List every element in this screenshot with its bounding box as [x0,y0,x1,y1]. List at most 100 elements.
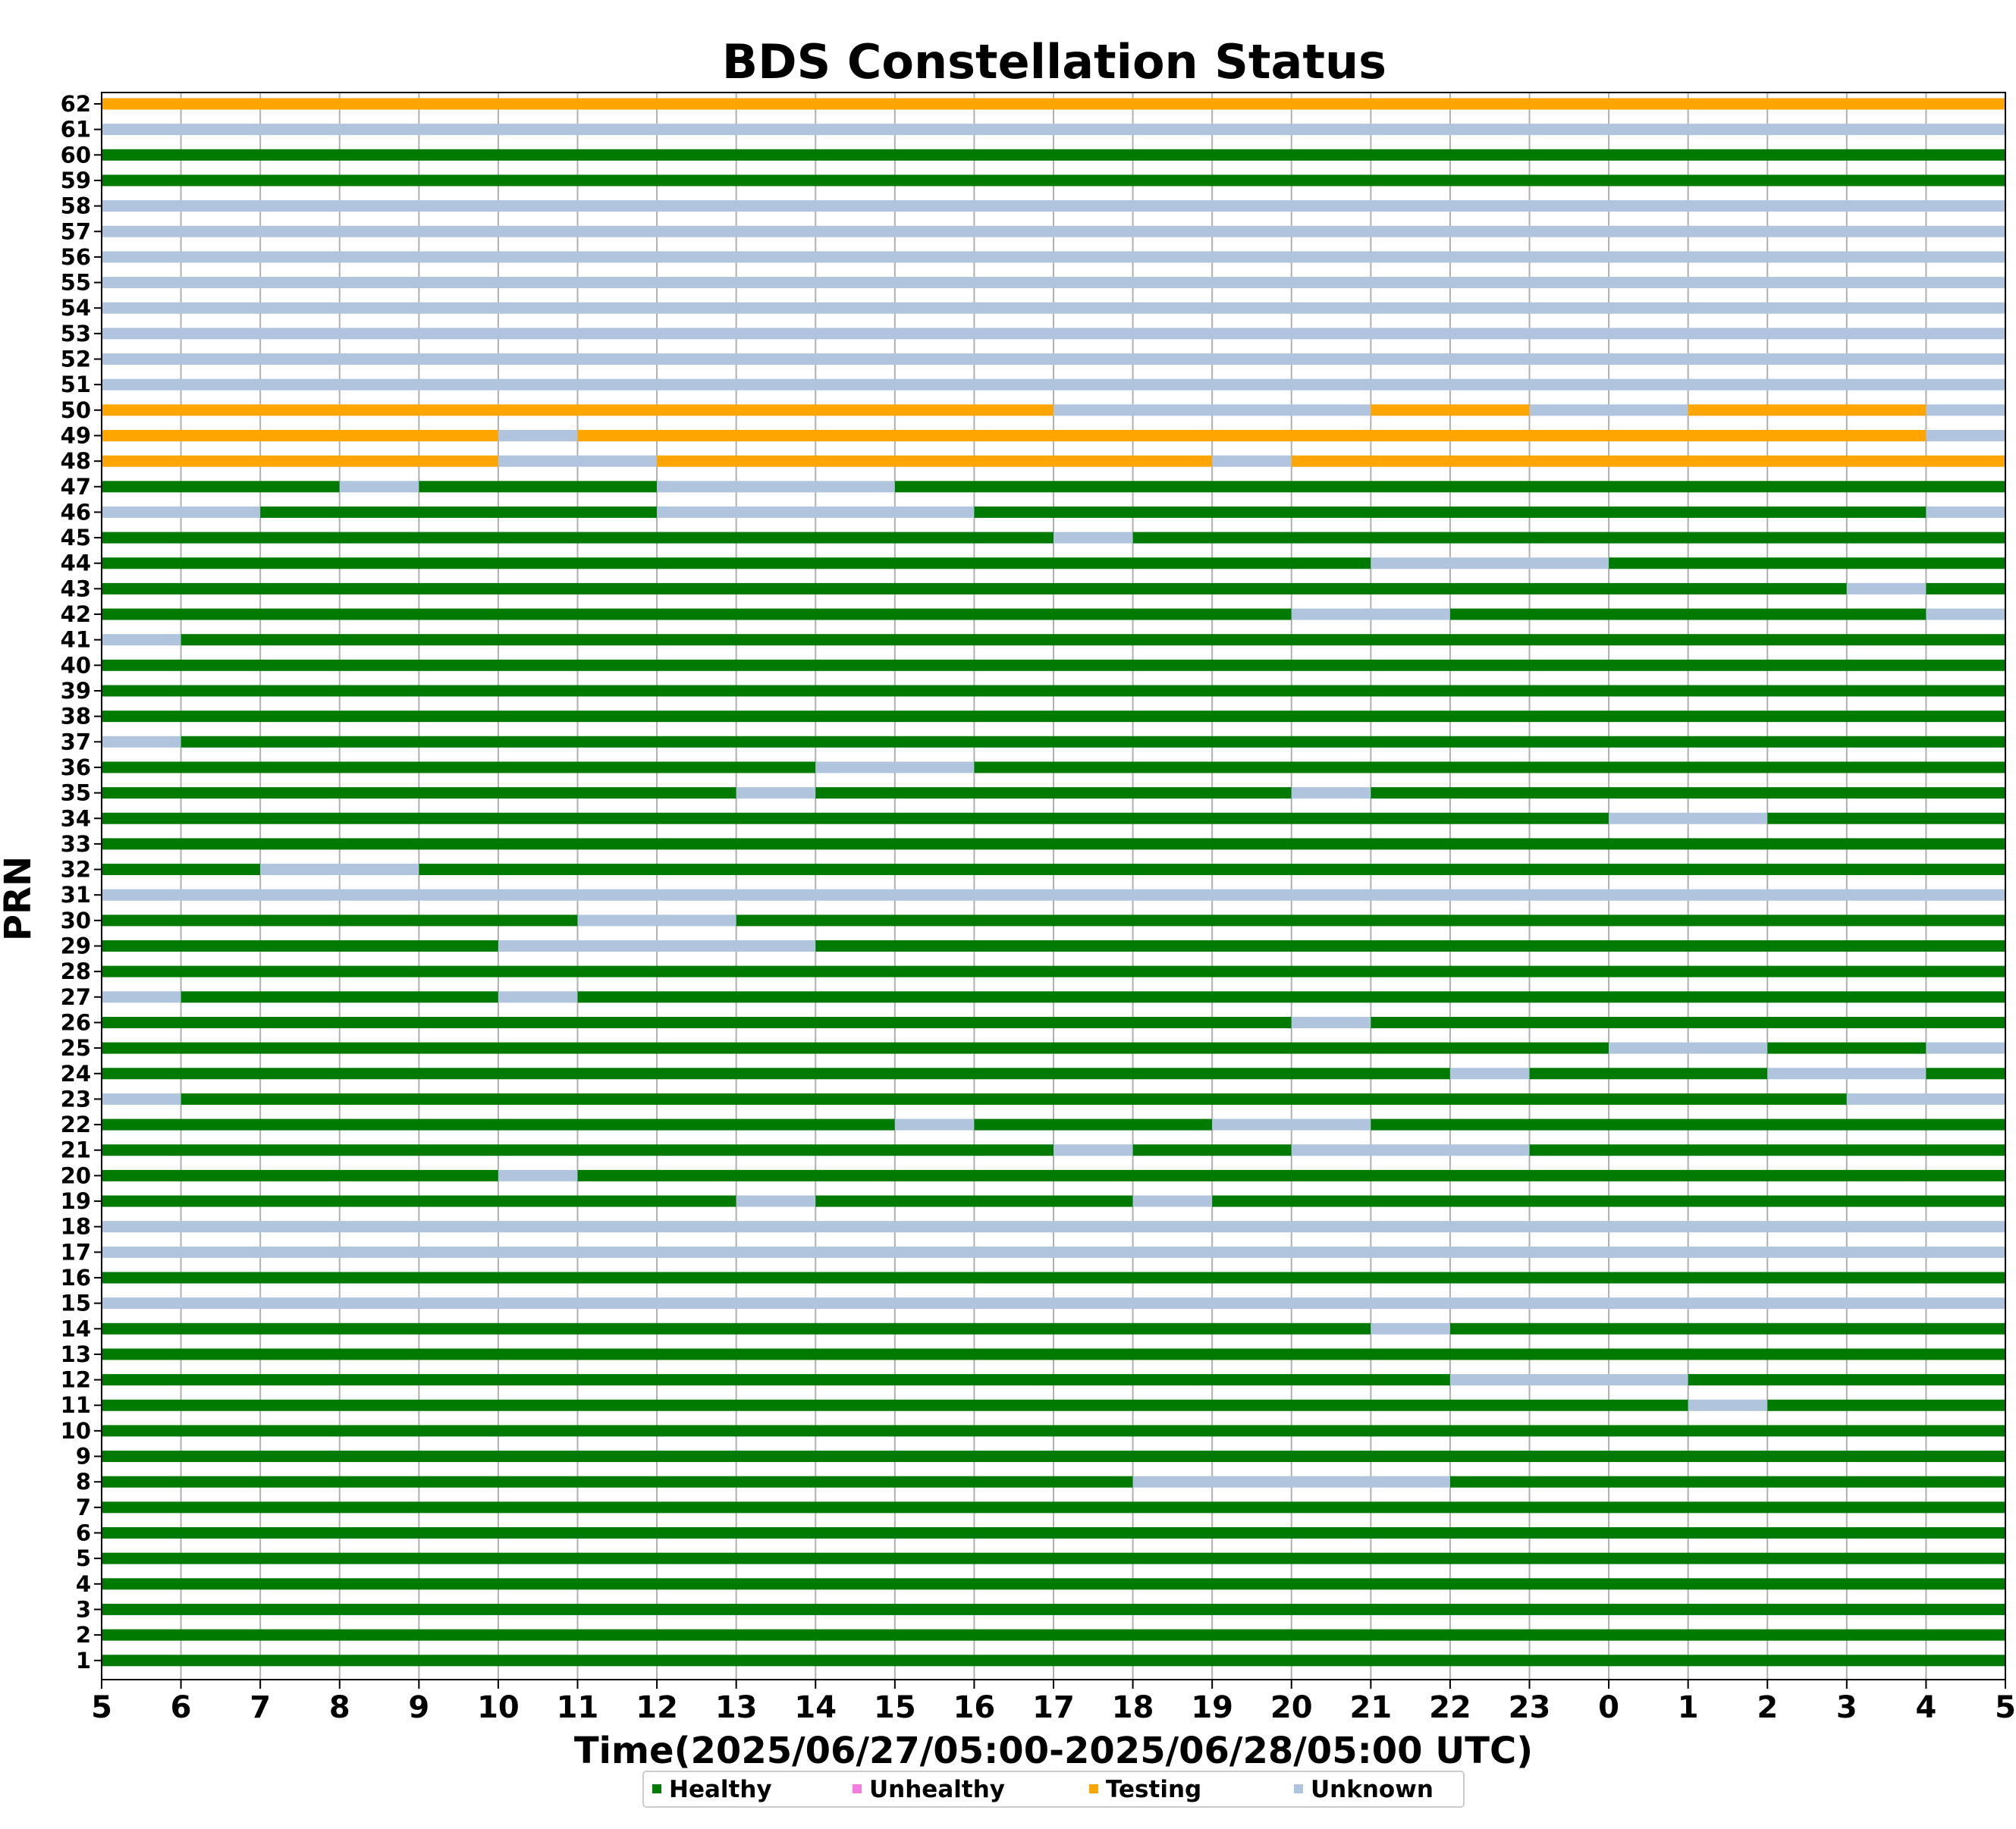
status-segment [657,455,1213,467]
status-segment [181,991,498,1003]
status-segment [1291,608,1450,620]
y-tick-label: 60 [61,142,91,168]
x-tick-label: 18 [1112,1690,1154,1725]
x-tick-label: 9 [408,1690,429,1725]
status-segment [1926,608,2005,620]
legend-label: Testing [1106,1776,1201,1803]
legend-swatch [1294,1784,1303,1793]
y-tick-label: 54 [61,295,91,321]
y-tick-label: 29 [61,933,91,959]
status-segment [102,429,498,441]
y-tick-label: 48 [61,448,91,474]
status-segment [1529,1144,2005,1156]
status-segment [1371,404,1530,416]
x-tick-label: 7 [250,1690,271,1725]
status-segment [894,481,2005,493]
status-segment [102,1068,1450,1080]
status-segment [102,404,1054,416]
status-segment [102,1399,1688,1411]
status-segment [102,1322,1371,1335]
y-tick-label: 55 [61,270,91,296]
x-tick-label: 14 [794,1690,837,1725]
y-tick-label: 16 [61,1265,91,1291]
status-segment [1291,455,2005,467]
y-tick-label: 13 [61,1341,91,1367]
status-segment [102,914,578,927]
status-segment [1609,1042,1768,1054]
status-segment [1291,1016,1371,1028]
x-tick-label: 20 [1270,1690,1313,1725]
status-segment [577,914,736,927]
x-tick-label: 2 [1757,1690,1778,1725]
status-segment [102,889,2005,901]
y-axis-title: PRN [0,856,39,941]
status-segment [498,991,578,1003]
status-segment [102,965,2005,977]
status-segment [102,149,2005,161]
y-tick-label: 51 [61,372,91,397]
status-segment [1212,1195,2005,1207]
status-segment [419,481,658,493]
y-tick-label: 28 [61,958,91,984]
status-segment [736,914,2005,927]
status-segment [102,1246,2005,1258]
status-segment [102,1042,1609,1054]
status-segment [577,991,2005,1003]
status-segment [260,864,419,876]
y-tick-label: 35 [61,780,91,806]
status-segment [815,940,2005,952]
x-tick-label: 21 [1349,1690,1392,1725]
status-segment [1529,404,1688,416]
y-tick-label: 46 [61,499,91,525]
y-tick-label: 40 [61,652,91,678]
status-segment [1371,787,2005,799]
status-segment [1846,1093,2005,1105]
y-tick-label: 19 [61,1188,91,1214]
status-segment [102,532,1054,544]
status-segment [181,1093,1847,1105]
y-tick-label: 18 [61,1214,91,1240]
x-tick-label: 13 [715,1690,758,1725]
status-segment [102,736,181,748]
x-tick-label: 12 [636,1690,678,1725]
y-tick-label: 49 [61,422,91,448]
y-tick-label: 42 [61,601,91,627]
status-segment [577,1169,2005,1181]
y-tick-label: 59 [61,168,91,193]
status-segment [974,506,1927,518]
status-segment [1767,1399,2005,1411]
status-segment [102,1348,2005,1360]
status-segment [102,1552,2005,1564]
status-segment [102,634,181,646]
x-tick-label: 5 [1995,1690,2016,1725]
status-segment [1054,1144,1133,1156]
x-tick-label: 4 [1915,1690,1936,1725]
x-axis-title: Time(2025/06/27/05:00-2025/06/28/05:00 U… [574,1730,1533,1772]
status-segment [974,761,2005,773]
y-tick-label: 37 [61,729,91,755]
x-tick-label: 22 [1429,1690,1471,1725]
status-segment [815,787,1292,799]
status-segment [1767,1068,1927,1080]
y-tick-label: 52 [61,347,91,372]
status-segment [102,174,2005,187]
status-segment [102,711,2005,723]
y-tick-label: 41 [61,627,91,653]
y-tick-label: 3 [76,1596,91,1622]
status-segment [1926,1042,2005,1054]
status-segment [102,1221,2005,1233]
status-segment [1926,506,2005,518]
status-segment [1371,1016,2005,1028]
status-segment [102,1527,2005,1539]
status-segment [181,736,2006,748]
status-segment [102,1655,2005,1667]
status-segment [1054,404,1371,416]
y-tick-label: 6 [76,1520,91,1546]
legend: Healthy Unhealthy Testing Unknown [642,1771,1465,1808]
y-tick-label: 22 [61,1112,91,1137]
x-tick-label: 11 [557,1690,599,1725]
x-tick-label: 5 [91,1690,112,1725]
status-segment [577,429,1927,441]
y-tick-label: 27 [61,984,91,1010]
status-segment [498,455,658,467]
